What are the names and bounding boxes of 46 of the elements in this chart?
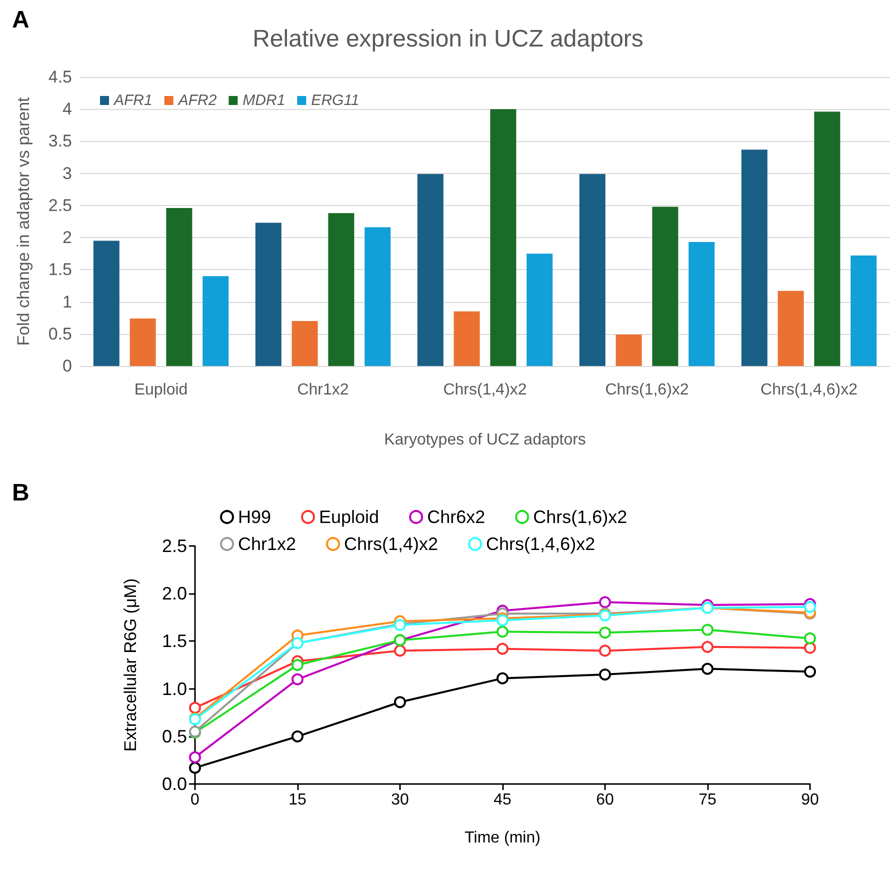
y-tick-label: 2.5 [48,196,72,215]
x-tick-label: Chrs(1,6)x2 [605,382,689,398]
y-tick-label: 1.0 [162,678,187,699]
legend-label: Euploid [319,507,380,527]
x-tick-label: Chrs(1,4)x2 [443,382,527,398]
y-tick-label: 0.5 [162,726,187,746]
legend-label: Chrs(1,6)x2 [533,507,628,527]
y-tick-label: 4 [62,100,72,119]
text: A [12,6,30,34]
legend-label: MDR1 [242,92,286,109]
y-axis-title: Extracellular R6G (μM) [121,578,140,752]
legend-label: AFR1 [113,92,152,109]
legend-label: Chrs(1,4)x2 [344,534,438,554]
y-tick-label: 2.0 [162,584,187,604]
x-tick-label: 15 [288,792,306,808]
chart-title: Relative expression in UCZ adaptors [252,26,644,52]
y-tick-label: 3 [62,164,72,183]
y-tick-label: 2 [62,228,72,248]
y-axis-title: Fold change in adaptor vs parent [14,96,33,346]
x-tick-label: Chrs(1,4,6)x2 [760,382,858,398]
legend-label: ERG11 [311,92,360,109]
legend-label: AFR2 [177,92,218,109]
y-tick-label: 3.5 [48,132,72,151]
y-tick-label: 2.5 [162,536,187,556]
x-tick-label: 0 [190,792,200,808]
y-tick-label: 4.5 [48,68,72,86]
y-tick-label: 1 [62,292,72,312]
legend-label: H99 [238,507,272,527]
legend-label: Chr1x2 [238,534,296,554]
legend-label: Chr6x2 [427,507,486,527]
text: B [12,480,30,506]
x-axis-title: Time (min) [464,830,540,846]
x-tick-label: Euploid [134,382,188,398]
y-tick-label: 0.5 [48,324,72,344]
legend-label: Chrs(1,4,6)x2 [486,534,596,554]
x-tick-label: 60 [596,792,614,808]
y-tick-label: 0 [62,356,72,376]
y-tick-label: 1.5 [48,260,72,280]
x-tick-label: 90 [801,792,819,808]
x-tick-label: Chr1x2 [297,382,349,398]
x-tick-label: 30 [391,792,409,808]
x-tick-label: 45 [494,792,512,808]
y-tick-label: 1.5 [162,631,187,652]
x-tick-label: 75 [698,792,716,808]
x-axis-title: Karyotypes of UCZ adaptors [384,432,586,448]
y-tick-label: 0.0 [162,774,187,794]
